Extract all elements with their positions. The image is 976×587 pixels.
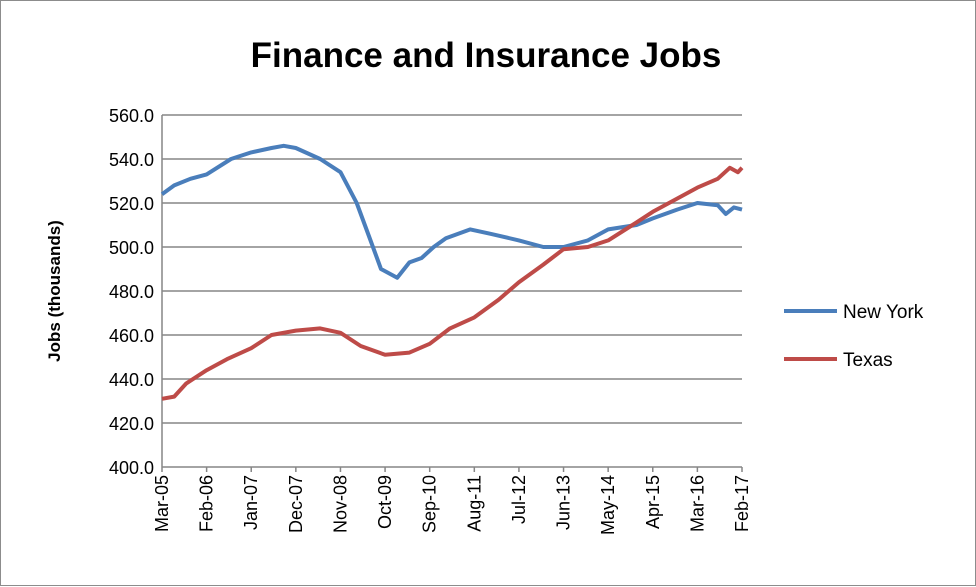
x-tick-label: Jun-13 (554, 475, 574, 530)
y-tick-label: 440.0 (109, 370, 154, 390)
series-line-new-york (160, 143, 743, 280)
y-tick-label: 420.0 (109, 414, 154, 434)
x-tick-label: Sep-10 (420, 475, 440, 533)
y-tick-label: 500.0 (109, 238, 154, 258)
y-axis-label: Jobs (thousands) (45, 220, 64, 362)
series-line-texas (161, 165, 744, 401)
y-tick-label: 540.0 (109, 150, 154, 170)
x-tick-label: Jul-12 (509, 475, 529, 524)
x-tick-label: Feb-17 (732, 475, 752, 532)
y-tick-label: 460.0 (109, 326, 154, 346)
x-tick-label: Jan-07 (241, 475, 261, 530)
x-tick-label: Feb-06 (197, 475, 217, 532)
legend-label: New York (843, 302, 924, 323)
chart-title: Finance and Insurance Jobs (251, 36, 722, 75)
x-tick-label: Oct-09 (375, 475, 395, 529)
y-tick-label: 520.0 (109, 194, 154, 214)
x-tick-label: Apr-15 (643, 475, 663, 529)
x-tick-label: Mar-05 (152, 475, 172, 532)
x-tick-label: Dec-07 (286, 475, 306, 533)
y-tick-label: 560.0 (109, 106, 154, 126)
x-tick-label: Aug-11 (464, 475, 484, 532)
x-tick-label: Mar-16 (687, 475, 707, 532)
x-tick-label: Nov-08 (330, 475, 350, 533)
y-tick-label: 480.0 (109, 282, 154, 302)
y-tick-label: 400.0 (109, 458, 154, 478)
legend-label: Texas (843, 350, 893, 371)
x-tick-label: May-14 (598, 475, 618, 535)
